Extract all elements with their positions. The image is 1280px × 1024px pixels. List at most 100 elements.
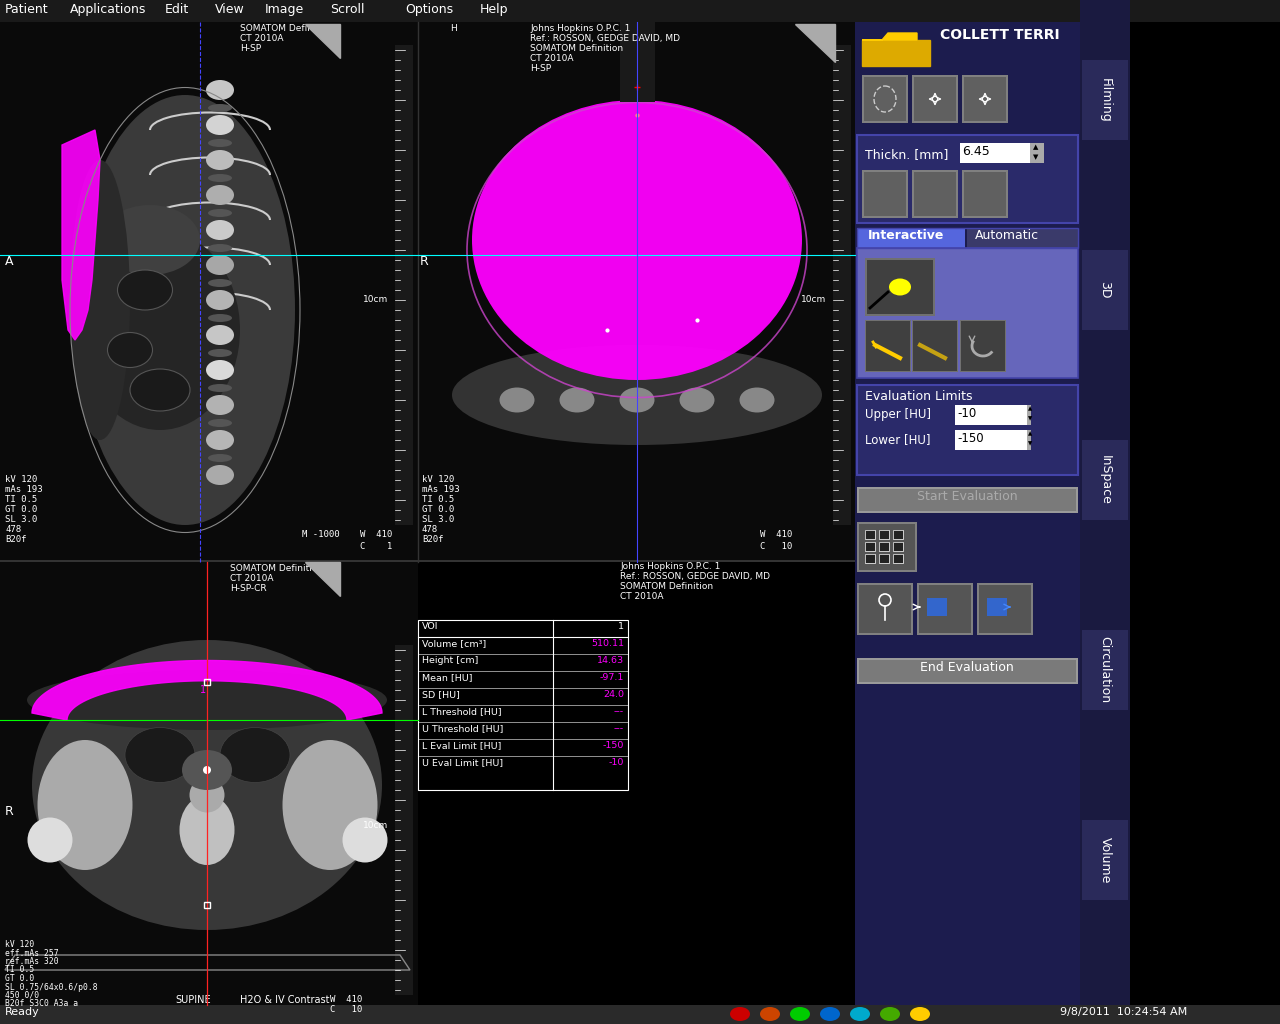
Text: 24.0: 24.0	[603, 690, 625, 699]
Bar	[913, 321, 957, 371]
Bar	[858, 248, 1078, 378]
Ellipse shape	[206, 465, 234, 485]
Text: U Threshold [HU]: U Threshold [HU]	[422, 724, 503, 733]
Text: SL 3.0: SL 3.0	[5, 515, 37, 524]
Ellipse shape	[207, 384, 232, 392]
Bar	[0, 1005, 1280, 1024]
Text: CT 2010A: CT 2010A	[620, 592, 663, 601]
Text: GT 0.0: GT 0.0	[5, 974, 35, 983]
Text: -10: -10	[608, 758, 625, 767]
Bar	[977, 583, 1033, 635]
Bar	[865, 542, 876, 551]
Text: Volume [cm³]: Volume [cm³]	[422, 639, 486, 648]
Ellipse shape	[680, 387, 714, 413]
Bar	[955, 406, 1029, 425]
Text: SOMATOM Definition: SOMATOM Definition	[230, 564, 323, 573]
Bar	[1027, 406, 1030, 415]
Text: C   10: C 10	[760, 542, 792, 551]
Ellipse shape	[207, 104, 232, 112]
Ellipse shape	[343, 817, 388, 862]
Text: eff.mAs 257: eff.mAs 257	[5, 948, 59, 957]
Polygon shape	[32, 660, 381, 720]
Bar	[1030, 153, 1044, 163]
Bar	[859, 524, 915, 570]
Text: mAs 193: mAs 193	[422, 485, 460, 494]
Bar	[864, 172, 906, 216]
Text: 6.45: 6.45	[963, 145, 989, 158]
Ellipse shape	[32, 640, 381, 930]
Polygon shape	[305, 562, 340, 596]
Text: TI 0.5: TI 0.5	[422, 495, 454, 504]
Text: -10: -10	[957, 407, 977, 420]
Text: C   10: C 10	[330, 1005, 362, 1014]
Ellipse shape	[131, 369, 189, 411]
Text: Image: Image	[265, 3, 305, 16]
Bar	[1082, 630, 1128, 710]
Ellipse shape	[206, 220, 234, 240]
Text: VOI: VOI	[422, 622, 439, 631]
Bar	[865, 319, 911, 372]
Text: 9/8/2011  10:24:54 AM: 9/8/2011 10:24:54 AM	[1060, 1007, 1188, 1017]
Text: L Threshold [HU]: L Threshold [HU]	[422, 707, 502, 716]
Bar	[858, 583, 913, 635]
Bar	[919, 585, 972, 633]
Text: ▲: ▲	[1028, 406, 1032, 411]
Bar	[0, 560, 855, 562]
Ellipse shape	[207, 279, 232, 287]
Text: -97.1: -97.1	[599, 673, 625, 682]
Bar	[858, 228, 965, 248]
Text: View: View	[215, 3, 244, 16]
Bar	[963, 75, 1009, 123]
Ellipse shape	[740, 387, 774, 413]
Text: Ref.: ROSSON, GEDGE DAVID, MD: Ref.: ROSSON, GEDGE DAVID, MD	[620, 572, 771, 581]
Bar	[911, 75, 957, 123]
Text: SOMATOM Definition: SOMATOM Definition	[241, 24, 333, 33]
Ellipse shape	[70, 160, 131, 440]
Bar	[911, 170, 957, 218]
Ellipse shape	[76, 95, 294, 525]
Text: C    1: C 1	[360, 542, 392, 551]
Ellipse shape	[206, 185, 234, 205]
Bar	[1082, 820, 1128, 900]
Bar	[911, 319, 957, 372]
Text: Options: Options	[404, 3, 453, 16]
Bar	[893, 530, 902, 539]
Text: ---: ---	[614, 724, 625, 733]
Ellipse shape	[760, 1007, 780, 1021]
Text: W  410: W 410	[330, 995, 362, 1004]
Text: CT 2010A: CT 2010A	[230, 574, 274, 583]
Ellipse shape	[37, 740, 133, 870]
Bar	[987, 598, 1007, 616]
Text: SOMATOM Definition: SOMATOM Definition	[530, 44, 623, 53]
Bar	[961, 321, 1005, 371]
Ellipse shape	[283, 740, 378, 870]
Ellipse shape	[206, 360, 234, 380]
Ellipse shape	[881, 1007, 900, 1021]
Text: R: R	[420, 255, 429, 268]
Polygon shape	[61, 130, 100, 340]
Bar	[1082, 440, 1128, 520]
Text: Start Evaluation: Start Evaluation	[916, 490, 1018, 503]
Bar	[879, 530, 890, 539]
Text: Thickn. [mm]: Thickn. [mm]	[865, 148, 948, 161]
Ellipse shape	[790, 1007, 810, 1021]
Ellipse shape	[182, 750, 232, 790]
Text: Height [cm]: Height [cm]	[422, 656, 479, 665]
Bar	[914, 77, 956, 121]
Text: B20f: B20f	[422, 535, 443, 544]
Text: kV 120: kV 120	[5, 940, 35, 949]
Bar	[893, 542, 902, 551]
Text: Johns Hopkins O.P.C. 1: Johns Hopkins O.P.C. 1	[530, 24, 630, 33]
Bar	[865, 258, 934, 316]
Text: Evaluation Limits: Evaluation Limits	[865, 390, 973, 403]
Text: U Eval Limit [HU]: U Eval Limit [HU]	[422, 758, 503, 767]
Bar	[419, 22, 855, 562]
Ellipse shape	[499, 387, 535, 413]
Text: ▲: ▲	[1028, 431, 1032, 436]
Bar	[879, 542, 890, 551]
Ellipse shape	[820, 1007, 840, 1021]
Text: 478: 478	[5, 525, 22, 534]
Ellipse shape	[79, 230, 241, 430]
Bar	[859, 660, 1076, 682]
Text: 3D: 3D	[1098, 282, 1111, 299]
